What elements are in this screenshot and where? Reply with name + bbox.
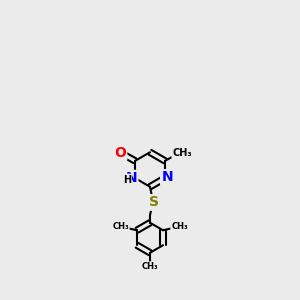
Text: CH₃: CH₃ — [171, 222, 188, 231]
Text: S: S — [149, 196, 159, 209]
Text: N: N — [161, 170, 173, 184]
Text: CH₃: CH₃ — [142, 262, 158, 271]
Text: CH₃: CH₃ — [172, 148, 192, 158]
Text: CH₃: CH₃ — [112, 222, 129, 231]
Text: O: O — [114, 146, 126, 160]
Text: H: H — [123, 175, 131, 184]
Text: N: N — [125, 171, 137, 185]
